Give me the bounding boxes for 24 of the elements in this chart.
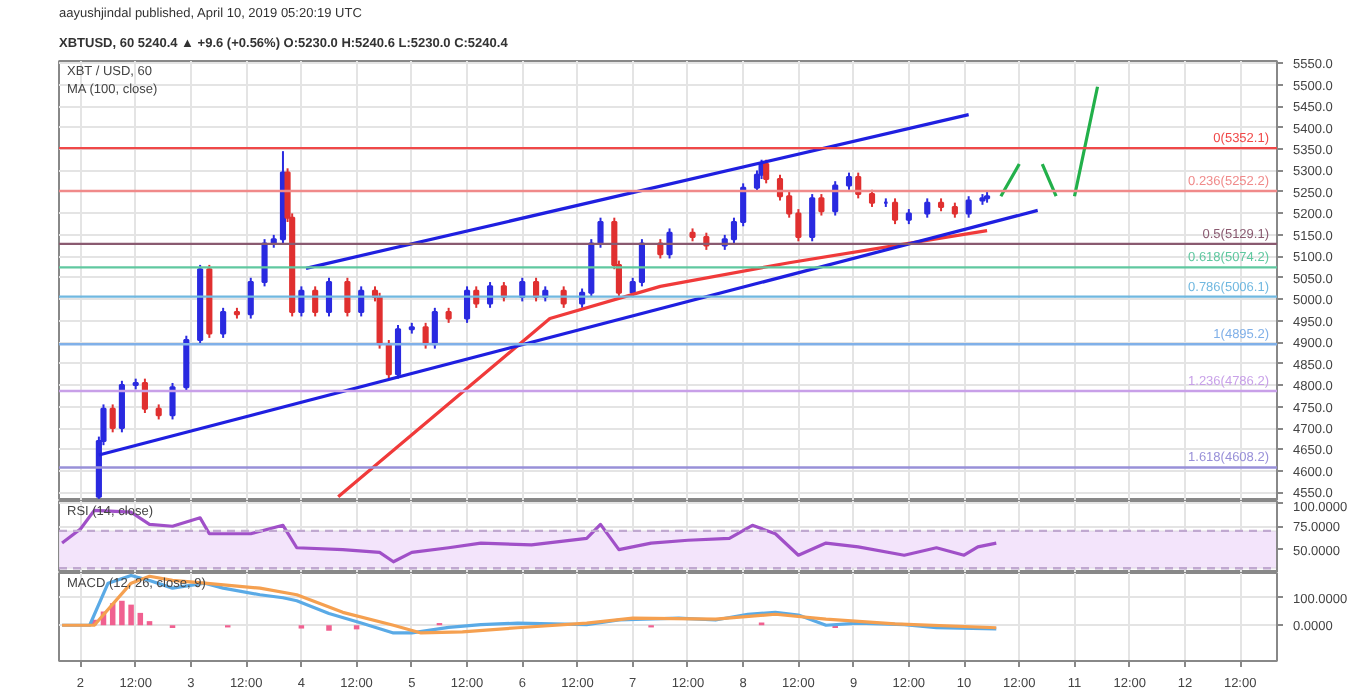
line-series bbox=[336, 228, 989, 499]
candlestick bbox=[169, 381, 176, 421]
candlestick bbox=[109, 403, 116, 434]
candlestick bbox=[385, 339, 392, 380]
candlestick bbox=[891, 197, 899, 226]
candlestick bbox=[141, 377, 148, 414]
candlestick bbox=[118, 379, 125, 434]
candlestick bbox=[666, 227, 673, 260]
candlestick bbox=[261, 238, 268, 288]
candlestick bbox=[247, 276, 254, 320]
bar bbox=[326, 625, 332, 631]
candlestick bbox=[809, 193, 816, 243]
candlestick bbox=[924, 197, 931, 219]
candlestick bbox=[832, 180, 839, 217]
candlestick bbox=[965, 195, 972, 219]
candlestick bbox=[376, 291, 383, 350]
candlestick bbox=[818, 193, 825, 217]
candlestick bbox=[394, 324, 402, 380]
candlestick bbox=[325, 276, 333, 318]
candlestick bbox=[431, 306, 438, 350]
candlestick bbox=[183, 334, 190, 393]
candlestick bbox=[597, 216, 604, 249]
line-series bbox=[60, 508, 998, 564]
candlestick bbox=[220, 306, 227, 339]
